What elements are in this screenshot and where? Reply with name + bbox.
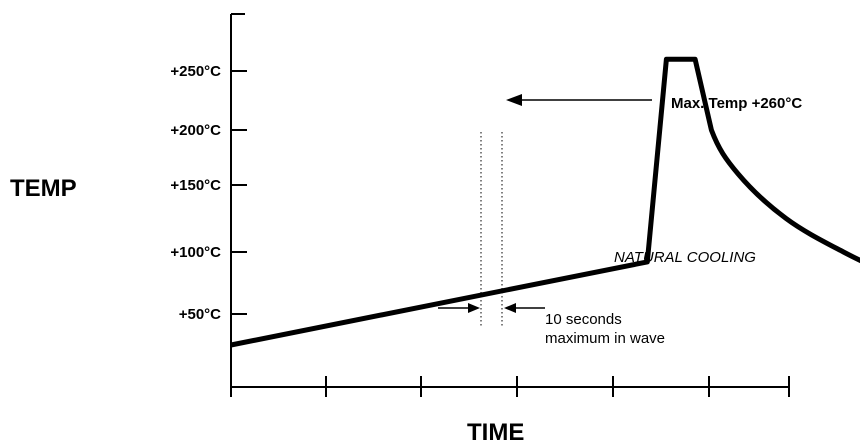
y-tick-label-50: +50°C bbox=[179, 306, 221, 323]
y-axis-title: TEMP bbox=[10, 175, 77, 202]
x-axis: TIME bbox=[230, 376, 790, 446]
x-axis-title: TIME bbox=[467, 419, 524, 446]
y-tick-label-200: +200°C bbox=[170, 122, 221, 139]
wave-right-arrow bbox=[504, 303, 545, 313]
y-tick-label-100: +100°C bbox=[170, 244, 221, 261]
temperature-profile-line bbox=[230, 56, 860, 348]
y-tick-label-150: +150°C bbox=[170, 177, 221, 194]
wave-time-label-line2: maximum in wave bbox=[545, 330, 665, 347]
max-temp-label: Max. Temp +260°C bbox=[671, 95, 802, 112]
wave-time-label-line1: 10 seconds bbox=[545, 311, 622, 328]
natural-cooling-label: NATURAL COOLING bbox=[614, 249, 756, 266]
y-axis: +50°C +100°C +150°C +200°C +250°C TEMP bbox=[10, 13, 247, 388]
y-tick-label-250: +250°C bbox=[170, 63, 221, 80]
wave-left-arrow bbox=[438, 303, 480, 313]
max-temp-arrow bbox=[506, 94, 652, 106]
